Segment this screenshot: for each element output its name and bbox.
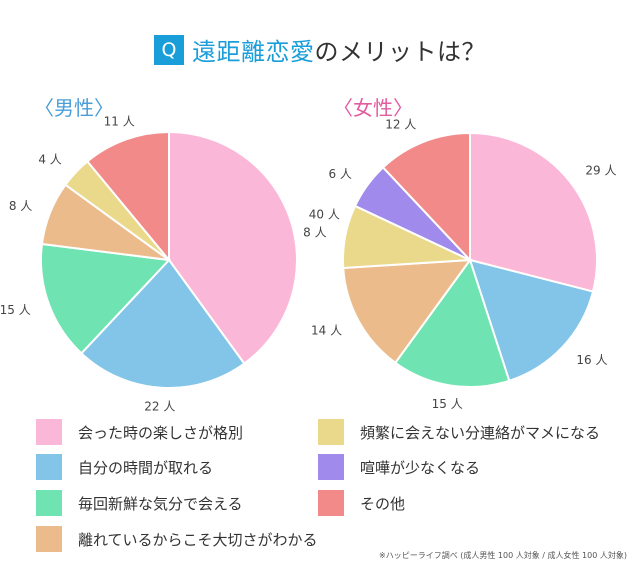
legend-swatch: [36, 419, 62, 445]
legend-swatch: [318, 419, 344, 445]
male-data-label-2: 15 人: [0, 303, 31, 317]
legend-label: 会った時の楽しさが格別: [78, 423, 244, 442]
title-group: Q 遠距離恋愛のメリットは？: [154, 32, 486, 67]
male-chart-label: 〈男性〉: [34, 96, 114, 120]
legend-item-frequent-contact: 頻繁に会えない分連絡がマメになる: [318, 419, 600, 445]
male-data-label-3: 8 人: [9, 199, 32, 213]
female-pie: 29 人 16 人 15 人 14 人 8 人 6 人 12 人: [303, 117, 616, 411]
legend-swatch: [318, 490, 344, 516]
legend-item-fewer-fights: 喧嘩が少なくなる: [318, 454, 480, 480]
female-slice-6: [381, 131, 471, 263]
male-data-label-0: 40 人: [309, 208, 340, 222]
male-slice-0: [168, 130, 298, 365]
legend-swatch: [318, 454, 344, 480]
female-slice-0: [469, 131, 598, 293]
title-rest: のメリットは？: [314, 38, 486, 66]
legend-swatch: [36, 526, 62, 552]
title-row: Q 遠距離恋愛のメリットは？: [0, 32, 640, 72]
male-data-label-4: 4 人: [38, 152, 61, 166]
female-data-label-6: 12 人: [385, 117, 416, 131]
female-slice-2: [393, 257, 511, 388]
legend-label: 頻繁に会えない分連絡がマメになる: [360, 423, 601, 442]
legend-item-other: その他: [318, 490, 405, 516]
female-data-label-3: 14 人: [311, 323, 342, 337]
male-slice-2: [40, 242, 172, 355]
source-note: ※ハッピーライフ調べ (成人男性 100 人対象 / 成人女性 100 人対象): [379, 551, 627, 560]
title-accent: 遠距離恋愛: [192, 38, 315, 66]
legend-item-fun-meeting: 会った時の楽しさが格別: [36, 419, 243, 445]
pie-charts: 40 人 22 人 15 人 8 人 4 人 11 人 29 人 16 人 15 人 14 人 8 …: [0, 115, 616, 414]
legend-label: 喧嘩が少なくなる: [360, 458, 481, 477]
legend-label: その他: [360, 494, 406, 513]
legend-swatch: [36, 454, 62, 480]
chart-title: 遠距離恋愛のメリットは？: [192, 32, 486, 67]
legend-label: 毎回新鮮な気分で会える: [78, 494, 243, 513]
question-badge: Q: [154, 34, 184, 65]
female-data-label-2: 15 人: [432, 397, 463, 411]
female-data-label-0: 29 人: [585, 164, 616, 178]
legend-swatch: [36, 490, 62, 516]
legend-label: 自分の時間が取れる: [78, 458, 214, 477]
male-data-label-5: 11 人: [104, 115, 135, 129]
legend-label: 離れているからこそ大切さがわかる: [78, 530, 318, 549]
legend-item-own-time: 自分の時間が取れる: [36, 454, 213, 480]
male-slice-5: [86, 130, 170, 263]
legend-item-fresh-feeling: 毎回新鮮な気分で会える: [36, 490, 243, 516]
legend-item-appreciation: 離れているからこそ大切さがわかる: [36, 526, 318, 552]
male-slice-1: [79, 258, 246, 389]
male-data-label-1: 22 人: [144, 400, 175, 414]
female-slice-1: [468, 258, 595, 383]
female-slice-3: [342, 258, 473, 365]
female-data-label-4: 8 人: [303, 226, 326, 240]
female-data-label-1: 16 人: [576, 353, 607, 367]
female-chart-label: 〈女性〉: [333, 96, 413, 120]
female-data-label-5: 6 人: [328, 167, 351, 181]
male-pie: 40 人 22 人 15 人 8 人 4 人 11 人: [0, 115, 340, 414]
